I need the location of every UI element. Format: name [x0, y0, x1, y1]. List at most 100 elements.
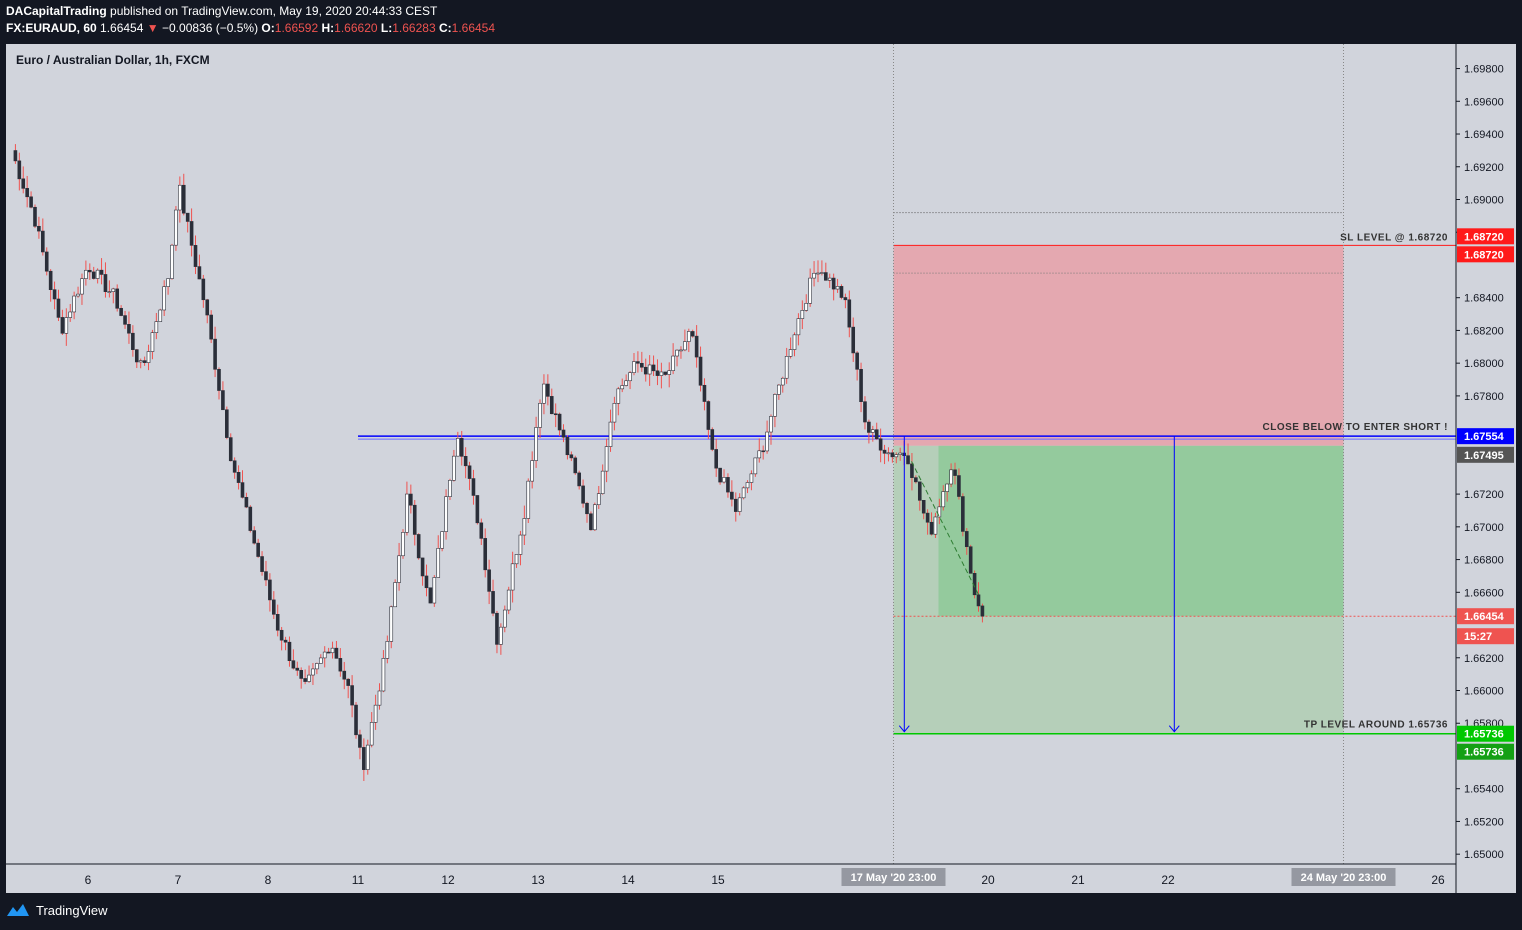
last-price: 1.66454: [100, 21, 144, 35]
candle-body: [107, 291, 112, 293]
candle-body: [964, 531, 969, 548]
candle-body: [659, 371, 664, 376]
candle-body: [334, 647, 339, 659]
author-name[interactable]: DACapitalTrading: [6, 4, 107, 18]
candle-body: [483, 538, 488, 571]
candle-body: [816, 272, 820, 275]
candle-body: [596, 493, 601, 506]
candle-body: [244, 497, 249, 508]
y-tick-label: 1.69400: [1464, 129, 1504, 141]
candle-body: [260, 556, 264, 572]
candle-body: [773, 394, 777, 417]
candle-body: [549, 396, 554, 415]
candle-body: [851, 326, 856, 354]
candle-body: [436, 548, 441, 578]
candle-body: [694, 335, 699, 358]
candle-body: [745, 482, 750, 489]
candle-body: [158, 309, 163, 322]
y-tick-label: 1.69600: [1464, 96, 1504, 108]
candle-body: [60, 317, 65, 334]
publish-info: DACapitalTrading published on TradingVie…: [6, 4, 437, 18]
open-label: O:: [261, 21, 275, 35]
candle-body: [287, 641, 292, 661]
candle-body: [585, 502, 589, 515]
tradingview-logo-icon[interactable]: [6, 902, 30, 918]
candle-body: [21, 178, 26, 189]
symbol-label: FX:EURAUD, 60: [6, 21, 97, 35]
candle-body: [138, 360, 143, 363]
risk-zone[interactable]: [893, 245, 1344, 446]
candle-body: [146, 351, 151, 363]
candle-body: [91, 271, 96, 279]
candle-body: [506, 589, 511, 611]
candle-body: [898, 452, 903, 455]
candle-body: [608, 421, 613, 447]
price-tag-label: 1.67495: [1464, 450, 1504, 462]
candle-body: [726, 477, 730, 493]
candle-body: [796, 318, 801, 336]
x-tick-label: 6: [85, 873, 92, 887]
level-lines: [358, 44, 1456, 864]
candle-body: [765, 431, 769, 452]
candle-body: [346, 678, 350, 686]
candle-body: [189, 221, 194, 246]
candle-body: [178, 184, 182, 211]
candle-body: [769, 416, 773, 433]
candle-body: [667, 370, 672, 375]
y-tick-label: 1.66600: [1464, 587, 1504, 599]
candle-body: [538, 402, 542, 428]
candle-body: [753, 457, 758, 475]
candle-body: [800, 310, 805, 319]
candle-body: [917, 481, 922, 501]
candle-body: [88, 269, 92, 273]
candle-body: [111, 288, 116, 292]
price-tag: [1457, 228, 1514, 245]
candle-body: [84, 269, 88, 279]
candle-body: [863, 401, 867, 423]
candle-body: [420, 557, 425, 577]
candle-body: [131, 332, 135, 350]
candle-body: [526, 480, 531, 519]
candle-body: [777, 384, 781, 395]
candle-body: [824, 272, 828, 281]
candle-body: [409, 493, 413, 506]
x-highlight-label: 17 May '20 23:00: [851, 872, 937, 884]
candle-body: [467, 465, 472, 479]
candle-body: [937, 506, 942, 518]
candle-body: [205, 299, 210, 316]
y-tick-label: 1.69800: [1464, 64, 1504, 76]
candle-body: [52, 289, 57, 300]
candle-body: [166, 278, 170, 287]
candle-body: [213, 338, 217, 370]
candle-body: [181, 184, 186, 214]
x-axis[interactable]: 678111213141519202122262717 May '20 23:0…: [85, 868, 1522, 887]
candle-body: [362, 747, 366, 770]
candle-body: [307, 674, 311, 682]
candle-body: [338, 658, 343, 672]
y-tick-label: 1.67800: [1464, 391, 1504, 403]
high-label: H:: [321, 21, 335, 35]
candle-body: [882, 449, 887, 454]
candle-body: [859, 368, 863, 402]
candle-body: [632, 361, 636, 373]
candle-body: [761, 450, 765, 453]
x-tick-label: 20: [981, 873, 995, 887]
candle-body: [475, 495, 480, 524]
candle-body: [679, 349, 683, 352]
candle-body: [225, 409, 229, 438]
price-chart[interactable]: SL LEVEL @ 1.68720 CLOSE BELOW TO ENTER S…: [0, 0, 1522, 900]
candle-body: [318, 657, 323, 664]
candle-body: [886, 452, 891, 455]
candle-body: [718, 467, 722, 483]
y-tick-label: 1.67000: [1464, 522, 1504, 534]
candle-body: [342, 670, 347, 680]
candle-body: [326, 651, 331, 654]
candle-body: [197, 266, 202, 280]
candle-body: [393, 582, 397, 608]
candle-body: [252, 530, 257, 544]
open-value: 1.66592: [274, 21, 319, 35]
candle-body: [698, 356, 703, 386]
candle-body: [279, 629, 284, 641]
price-labels: 1.68720 1.68720 1.67554 1.67495 1.66454 15:27…: [1457, 228, 1514, 760]
price-tag: [1457, 628, 1514, 645]
